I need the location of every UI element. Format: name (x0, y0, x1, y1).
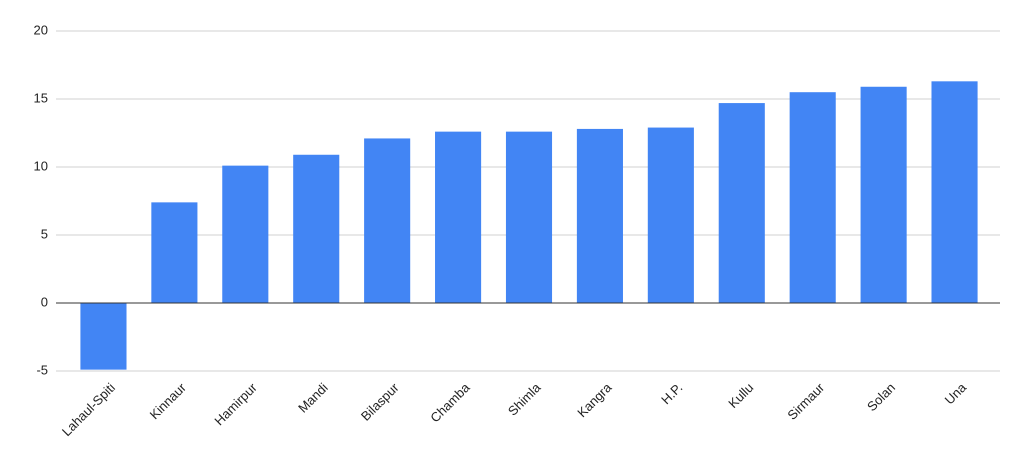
x-tick-label: Kullu (725, 380, 756, 411)
x-tick-label: Chamba (427, 379, 473, 425)
y-tick-label: 0 (41, 294, 48, 309)
x-tick-label: Bilaspur (358, 379, 402, 423)
x-tick-label: Hamirpur (211, 379, 260, 428)
y-tick-label: 15 (34, 90, 48, 105)
bar (789, 92, 836, 303)
bar (505, 131, 553, 303)
bar (151, 202, 198, 303)
x-tick-label: Solan (864, 380, 898, 414)
x-tick-label: H.P. (658, 380, 685, 407)
x-tick-label: Mandi (295, 380, 331, 416)
bar (364, 138, 411, 303)
x-tick-label: Sirmaur (784, 379, 827, 422)
bar (222, 165, 269, 303)
x-tick-label: Shimla (505, 379, 544, 418)
x-tick-label: Kangra (574, 379, 615, 420)
x-tick-label: Kinnaur (147, 379, 190, 422)
y-tick-label: -5 (36, 362, 48, 377)
y-tick-label: 5 (41, 226, 48, 241)
x-tick-label: Una (942, 379, 970, 407)
y-tick-label: 10 (34, 158, 48, 173)
bar (293, 154, 340, 303)
bar (435, 131, 482, 303)
bar (576, 128, 623, 303)
x-tick-label: Lahaul-Spiti (59, 380, 118, 439)
bar (860, 86, 907, 303)
bar (647, 127, 694, 303)
bar (80, 303, 127, 370)
bar (931, 81, 978, 303)
bar (718, 103, 765, 303)
y-tick-label: 20 (34, 22, 48, 37)
